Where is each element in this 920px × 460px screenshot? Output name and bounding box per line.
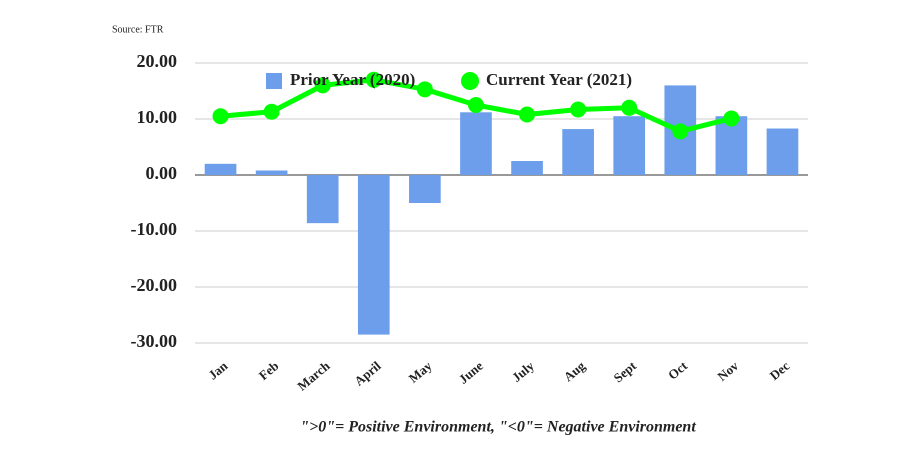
bar <box>766 128 799 175</box>
marker <box>263 103 280 120</box>
x-tick-label: July <box>509 358 537 385</box>
x-tick-label: Jan <box>205 358 231 383</box>
x-tick-label: April <box>351 358 384 389</box>
marker <box>570 101 587 118</box>
marker <box>365 71 382 88</box>
bar <box>613 116 646 175</box>
y-tick-label: 0.00 <box>146 163 178 183</box>
bar <box>511 161 543 175</box>
legend-swatch <box>461 72 479 90</box>
y-tick-label: -20.00 <box>131 275 178 295</box>
legend-swatch <box>266 73 282 89</box>
x-tick-label: Oct <box>665 358 691 383</box>
marker <box>621 99 638 116</box>
x-tick-label: Feb <box>256 358 282 383</box>
bar <box>306 175 339 224</box>
x-tick-label: Nov <box>714 358 741 384</box>
y-tick-label: 10.00 <box>137 107 178 127</box>
x-tick-label: Sept <box>611 358 640 386</box>
source: Source: FTR <box>112 24 164 35</box>
marker <box>672 123 689 140</box>
x-tick-label: May <box>406 358 435 386</box>
marker <box>416 81 433 98</box>
legend-label: Current Year (2021) <box>486 70 632 89</box>
y-tick-label: -10.00 <box>131 219 178 239</box>
bar <box>204 163 237 175</box>
footnote: ">0"= Positive Environment, "<0"= Negati… <box>300 419 696 436</box>
y-tick-label: -30.00 <box>131 331 178 351</box>
bar <box>357 175 390 335</box>
legend-label: Prior Year (2020) <box>290 70 415 89</box>
x-tick-label: Aug <box>561 358 589 385</box>
marker <box>212 108 229 125</box>
marker <box>467 97 484 113</box>
x-tick-label: Dec <box>767 358 793 383</box>
bar <box>255 170 288 175</box>
marker <box>314 77 331 94</box>
x-tick-label: March <box>294 358 333 394</box>
marker <box>723 110 740 127</box>
bar <box>562 129 594 175</box>
bar <box>460 112 492 175</box>
marker <box>519 106 536 123</box>
y-tick-label: 20.00 <box>137 51 178 71</box>
bar <box>409 175 441 203</box>
x-tick-label: June <box>456 358 486 387</box>
